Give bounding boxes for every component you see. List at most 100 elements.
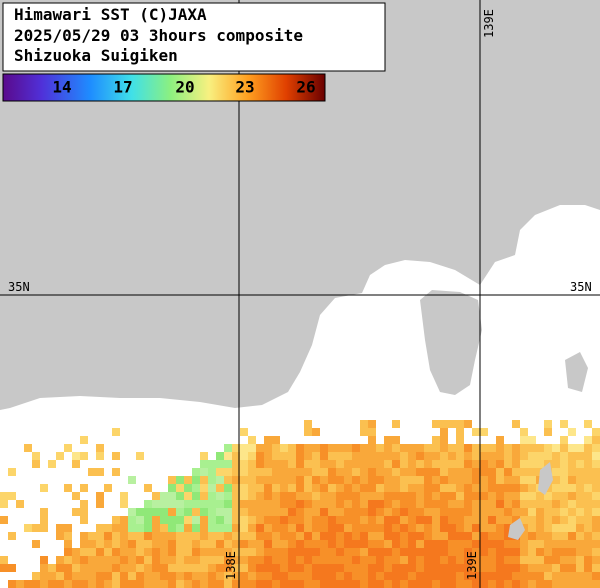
sst-pixel (496, 508, 504, 516)
sst-pixel (328, 500, 336, 508)
sst-pixel (96, 452, 104, 460)
sst-pixel (448, 532, 456, 540)
sst-pixel (408, 524, 416, 532)
sst-pixel (544, 428, 552, 436)
sst-pixel (456, 428, 464, 436)
sst-pixel (384, 532, 392, 540)
sst-pixel (56, 556, 64, 564)
sst-pixel (128, 476, 136, 484)
sst-pixel (272, 452, 280, 460)
sst-pixel (344, 508, 352, 516)
sst-pixel (352, 548, 360, 556)
sst-pixel (200, 500, 208, 508)
sst-pixel (584, 500, 592, 508)
sst-pixel (216, 532, 224, 540)
sst-pixel (576, 580, 584, 588)
sst-pixel (440, 556, 448, 564)
sst-pixel (536, 532, 544, 540)
sst-pixel (128, 508, 136, 516)
sst-pixel (192, 468, 200, 476)
sst-pixel (392, 492, 400, 500)
sst-pixel (264, 508, 272, 516)
sst-pixel (328, 532, 336, 540)
sst-pixel (96, 548, 104, 556)
sst-pixel (184, 476, 192, 484)
sst-pixel (376, 564, 384, 572)
sst-pixel (496, 532, 504, 540)
sst-pixel (136, 452, 144, 460)
sst-pixel (304, 420, 312, 428)
sst-pixel (464, 492, 472, 500)
sst-pixel (112, 516, 120, 524)
sst-pixel (264, 540, 272, 548)
sst-pixel (320, 476, 328, 484)
sst-pixel (488, 500, 496, 508)
sst-pixel (472, 468, 480, 476)
sst-pixel (520, 540, 528, 548)
sst-pixel (304, 508, 312, 516)
header-line: Himawari SST (C)JAXA (14, 5, 207, 24)
sst-pixel (224, 476, 232, 484)
sst-pixel (400, 444, 408, 452)
sst-pixel (176, 484, 184, 492)
sst-pixel (512, 500, 520, 508)
sst-pixel (416, 516, 424, 524)
sst-pixel (376, 460, 384, 468)
sst-pixel (424, 484, 432, 492)
sst-pixel (216, 548, 224, 556)
sst-pixel (216, 524, 224, 532)
sst-pixel (552, 508, 560, 516)
sst-pixel (584, 436, 592, 444)
sst-pixel (224, 532, 232, 540)
sst-pixel (144, 556, 152, 564)
sst-pixel (504, 524, 512, 532)
sst-pixel (256, 580, 264, 588)
sst-pixel (440, 444, 448, 452)
sst-pixel (448, 572, 456, 580)
sst-pixel (344, 556, 352, 564)
sst-pixel (456, 460, 464, 468)
sst-pixel (360, 484, 368, 492)
sst-pixel (184, 492, 192, 500)
sst-pixel (256, 540, 264, 548)
sst-pixel (280, 564, 288, 572)
sst-pixel (176, 492, 184, 500)
sst-pixel (520, 484, 528, 492)
sst-pixel (72, 548, 80, 556)
sst-pixel (272, 580, 280, 588)
sst-pixel (464, 516, 472, 524)
sst-pixel (304, 484, 312, 492)
sst-pixel (368, 468, 376, 476)
sst-pixel (136, 580, 144, 588)
sst-pixel (160, 524, 168, 532)
sst-pixel (176, 516, 184, 524)
sst-pixel (304, 556, 312, 564)
sst-pixel (152, 564, 160, 572)
sst-pixel (376, 580, 384, 588)
sst-pixel (216, 452, 224, 460)
sst-pixel (416, 460, 424, 468)
sst-pixel (568, 484, 576, 492)
sst-pixel (432, 556, 440, 564)
sst-pixel (456, 468, 464, 476)
sst-pixel (544, 564, 552, 572)
sst-pixel (176, 532, 184, 540)
sst-pixel (200, 452, 208, 460)
sst-pixel (200, 564, 208, 572)
sst-pixel (112, 548, 120, 556)
sst-pixel (560, 492, 568, 500)
sst-pixel (72, 452, 80, 460)
sst-pixel (264, 572, 272, 580)
sst-pixel (32, 540, 40, 548)
sst-pixel (296, 452, 304, 460)
sst-pixel (56, 580, 64, 588)
sst-pixel (208, 532, 216, 540)
sst-pixel (272, 484, 280, 492)
sst-pixel (408, 564, 416, 572)
sst-pixel (272, 548, 280, 556)
sst-pixel (576, 532, 584, 540)
sst-pixel (544, 548, 552, 556)
sst-pixel (240, 580, 248, 588)
sst-pixel (272, 524, 280, 532)
sst-pixel (336, 492, 344, 500)
